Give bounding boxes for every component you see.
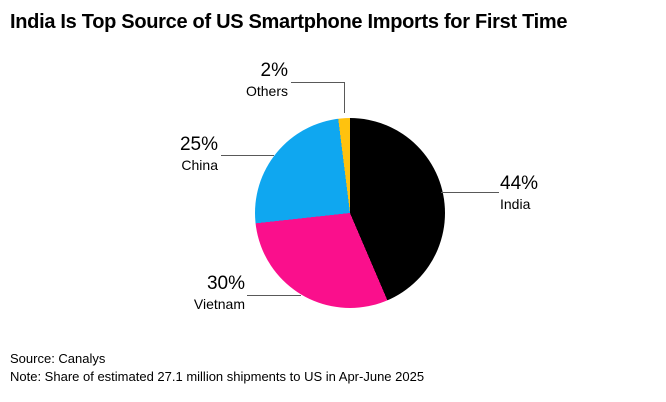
- vietnam-name-label: Vietnam: [193, 296, 245, 312]
- callout-china: 25% China: [179, 134, 218, 174]
- others-name-label: Others: [245, 83, 288, 99]
- others-pct-label: 2%: [260, 60, 288, 81]
- footer: Source: Canalys Note: Share of estimated…: [10, 350, 424, 386]
- china-name-label: China: [181, 157, 218, 173]
- callout-vietnam: 30% Vietnam: [193, 273, 245, 313]
- india-pct-label: 44%: [500, 173, 539, 194]
- china-pct-label: 25%: [179, 134, 218, 155]
- chart-title: India Is Top Source of US Smartphone Imp…: [10, 11, 568, 33]
- vietnam-pct-label: 30%: [206, 273, 245, 294]
- callout-india: 44% India: [500, 173, 539, 213]
- india-name-label: India: [500, 196, 531, 212]
- note-text: Note: Share of estimated 27.1 million sh…: [10, 369, 425, 384]
- source-text: Source: Canalys: [10, 351, 106, 366]
- leader-line-others-vertical: [344, 82, 345, 113]
- leader-line-vietnam: [247, 295, 301, 296]
- leader-line-others-horizontal: [291, 82, 344, 83]
- callout-others: 2% Others: [245, 60, 288, 100]
- leader-line-india: [441, 192, 499, 193]
- leader-line-china: [221, 155, 274, 156]
- pie: [255, 118, 445, 308]
